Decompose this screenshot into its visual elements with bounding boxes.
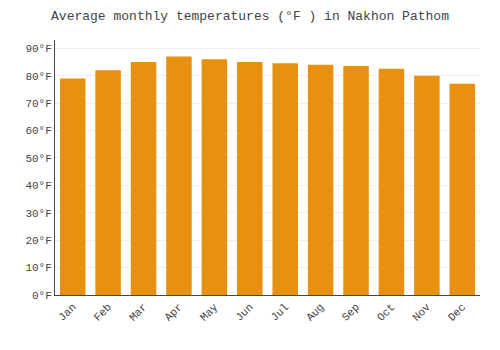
svg-text:80°F: 80°F [25, 71, 51, 83]
svg-text:30°F: 30°F [25, 208, 51, 220]
svg-text:Jul: Jul [269, 301, 291, 323]
svg-text:Mar: Mar [127, 301, 149, 323]
svg-text:50°F: 50°F [25, 153, 51, 165]
svg-text:Aug: Aug [304, 301, 326, 323]
svg-text:40°F: 40°F [25, 180, 51, 192]
svg-text:Oct: Oct [375, 301, 397, 323]
svg-text:Jan: Jan [56, 301, 78, 323]
svg-text:Apr: Apr [162, 301, 184, 323]
svg-text:Nov: Nov [410, 301, 433, 324]
svg-text:Sep: Sep [340, 301, 362, 323]
svg-text:60°F: 60°F [25, 125, 51, 137]
svg-text:70°F: 70°F [25, 98, 51, 110]
svg-text:10°F: 10°F [25, 262, 51, 274]
svg-text:Dec: Dec [446, 301, 468, 323]
svg-text:Jun: Jun [233, 301, 255, 323]
svg-text:Average monthly temperatures (: Average monthly temperatures (°F ) in Na… [51, 9, 449, 24]
svg-text:Feb: Feb [92, 301, 114, 323]
svg-text:May: May [198, 301, 221, 324]
svg-text:20°F: 20°F [25, 235, 51, 247]
svg-text:0°F: 0°F [32, 290, 52, 302]
svg-text:90°F: 90°F [25, 43, 51, 55]
